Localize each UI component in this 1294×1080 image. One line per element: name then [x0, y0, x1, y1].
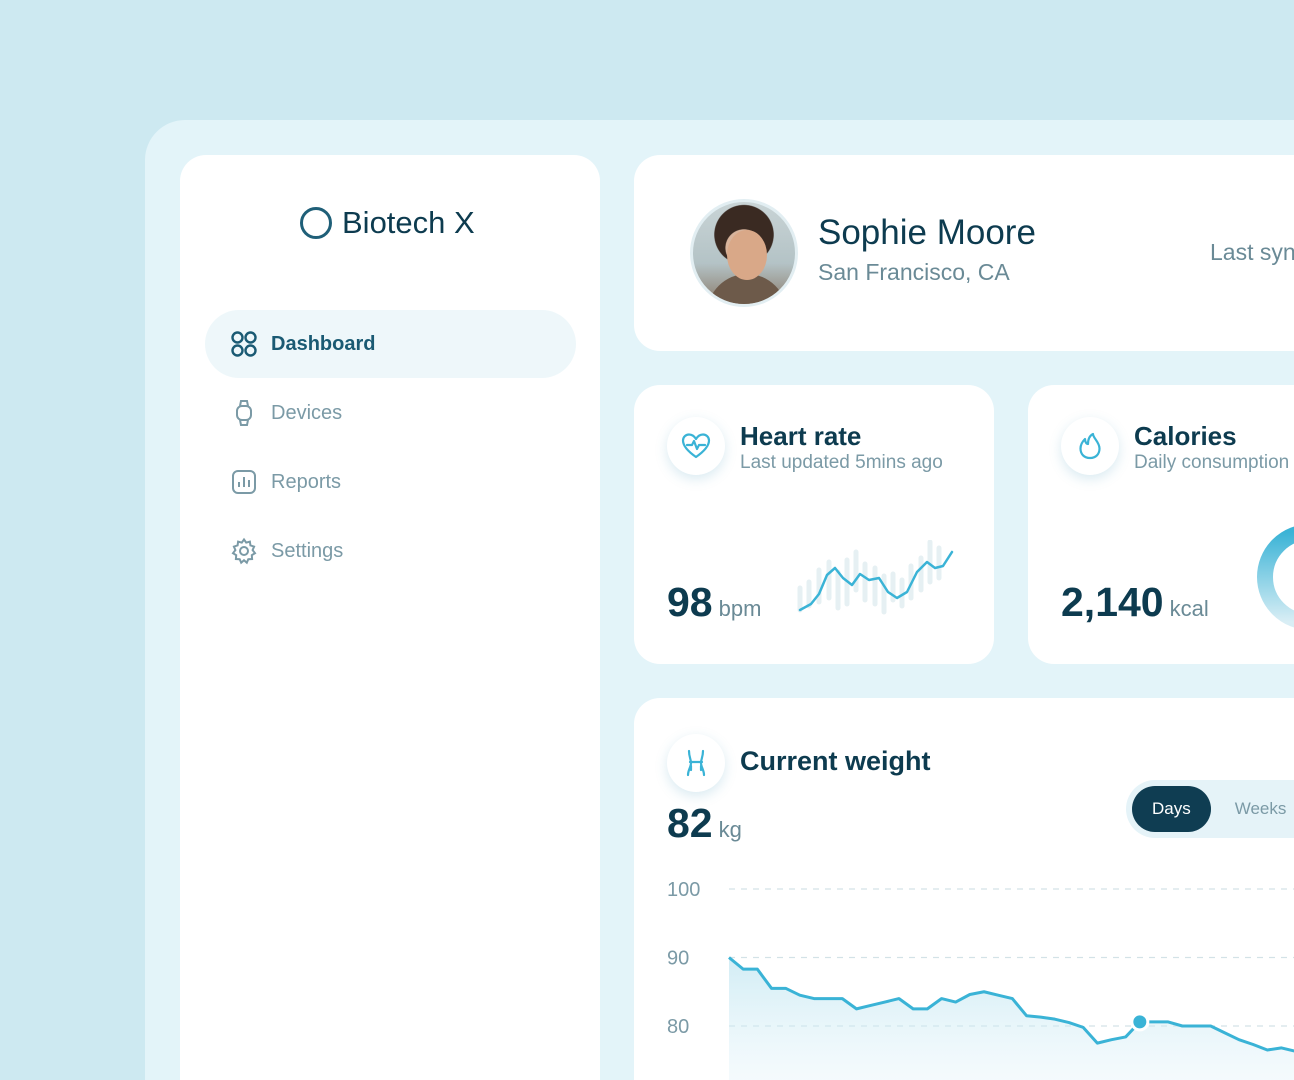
sidebar-nav: Dashboard Devices Reports: [205, 310, 576, 586]
sidebar-item-label: Devices: [271, 401, 343, 424]
heart-rate-subtitle: Last updated 5mins ago: [740, 452, 943, 473]
chart-icon: [229, 467, 259, 497]
toggle-weeks[interactable]: Weeks: [1234, 799, 1287, 818]
weight-card: Current weight 82 kg Days Weeks 100 90 80: [634, 698, 1294, 1080]
waist-icon: [667, 734, 725, 792]
heart-rate-number: 98: [667, 579, 713, 625]
brand[interactable]: Biotech X: [300, 205, 475, 241]
brand-logo-icon: [300, 207, 332, 239]
weight-value: 82 kg: [667, 800, 742, 847]
flame-icon: [1061, 417, 1119, 475]
heart-rate-title: Heart rate: [740, 421, 862, 451]
profile-name: Sophie Moore: [818, 213, 1036, 252]
weight-highlight-point[interactable]: [1130, 1012, 1150, 1032]
sidebar-item-reports[interactable]: Reports: [205, 448, 576, 516]
sidebar-item-label: Settings: [271, 539, 344, 562]
sidebar-item-settings[interactable]: Settings: [205, 517, 576, 585]
sidebar-item-label: Reports: [271, 470, 342, 493]
y-tick-label: 80: [667, 1016, 689, 1038]
y-tick-label: 100: [667, 879, 700, 901]
heart-rate-value: 98 bpm: [667, 579, 761, 626]
weight-number: 82: [667, 800, 713, 846]
profile-card: Sophie Moore San Francisco, CA Last syn: [634, 155, 1294, 351]
heart-pulse-icon: [667, 417, 725, 475]
weight-unit: kg: [718, 817, 742, 842]
weight-area: [729, 957, 1294, 1080]
heart-rate-sparkline: [797, 540, 954, 615]
weight-title: Current weight: [740, 746, 931, 776]
weight-line: [728, 956, 1294, 1053]
calories-card[interactable]: Calories Daily consumption 2,140 kcal: [1028, 385, 1294, 664]
calories-title: Calories: [1134, 421, 1237, 451]
profile-location: San Francisco, CA: [818, 259, 1010, 285]
grid-icon: [229, 329, 259, 359]
last-sync-label: Last syn: [1210, 239, 1294, 265]
sidebar-item-devices[interactable]: Devices: [205, 379, 576, 447]
sidebar: Biotech X Dashboard Devices: [180, 155, 600, 1080]
calories-subtitle: Daily consumption: [1134, 452, 1290, 473]
watch-icon: [229, 398, 259, 428]
calories-number: 2,140: [1061, 579, 1164, 625]
calories-unit: kcal: [1169, 596, 1209, 621]
heart-rate-unit: bpm: [718, 596, 762, 621]
calories-ring: [1257, 526, 1294, 628]
weight-chart: 100 90 80: [667, 879, 1294, 1080]
y-tick-label: 90: [667, 948, 689, 970]
avatar[interactable]: [690, 199, 798, 307]
heart-rate-card[interactable]: Heart rate Last updated 5mins ago 98 bpm: [634, 385, 994, 664]
sidebar-item-dashboard[interactable]: Dashboard: [205, 310, 576, 378]
calories-value: 2,140 kcal: [1061, 579, 1209, 626]
gear-icon: [229, 536, 259, 566]
sidebar-item-label: Dashboard: [271, 332, 376, 355]
brand-name: Biotech X: [342, 205, 475, 240]
toggle-days[interactable]: Days: [1132, 786, 1211, 832]
period-toggle: Days Weeks: [1126, 780, 1294, 838]
